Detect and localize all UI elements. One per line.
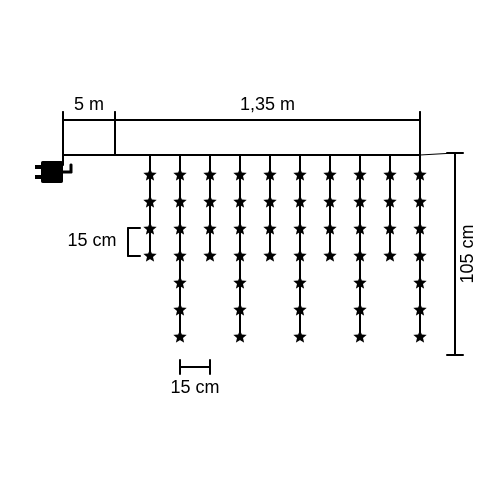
dim-5m: 5 m — [74, 94, 104, 114]
plug — [41, 161, 63, 183]
star — [233, 330, 246, 343]
dim-105cm: 105 cm — [457, 224, 477, 283]
star — [263, 249, 276, 262]
star — [413, 330, 426, 343]
star — [173, 330, 186, 343]
star — [293, 330, 306, 343]
star — [353, 330, 366, 343]
dim-15cm-h: 15 cm — [170, 377, 219, 397]
dim-1-35m: 1,35 m — [240, 94, 295, 114]
star — [143, 249, 156, 262]
star — [323, 249, 336, 262]
dim-15cm-v: 15 cm — [67, 230, 116, 250]
curtain-light-diagram: 5 m 1,35 m 105 cm 15 cm 15 cm — [0, 0, 500, 500]
star — [203, 249, 216, 262]
star — [383, 249, 396, 262]
